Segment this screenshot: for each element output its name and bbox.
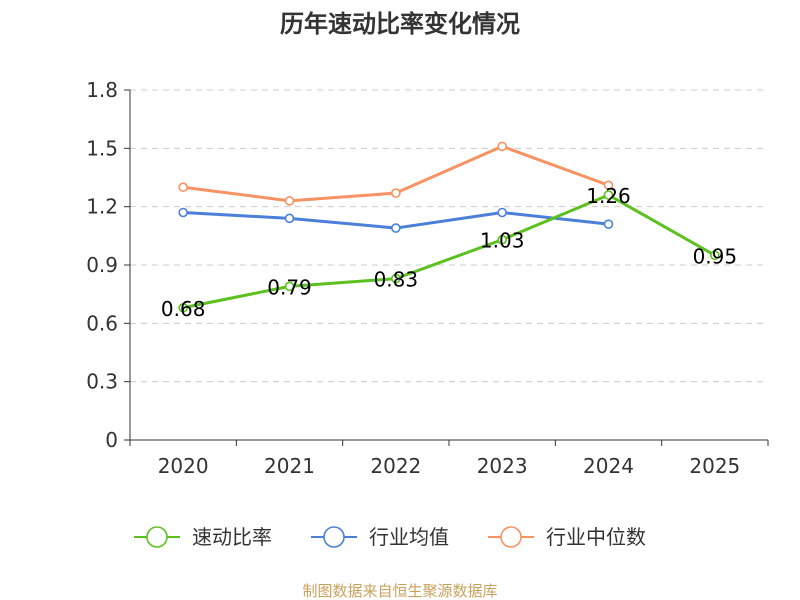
legend-marker <box>146 526 168 548</box>
source-note: 制图数据来自恒生聚源数据库 <box>302 582 497 600</box>
data-point <box>497 207 507 218</box>
x-tick-label: 2020 <box>158 454 209 478</box>
legend-label: 行业均值 <box>369 525 449 549</box>
data-point <box>497 141 507 152</box>
data-point <box>284 281 295 292</box>
x-tick-label: 2025 <box>689 454 740 478</box>
legend-marker <box>500 526 522 548</box>
data-point <box>710 250 720 261</box>
series-layer <box>178 141 720 313</box>
gridlines <box>130 89 768 383</box>
y-tick-label: 1.2 <box>86 195 118 219</box>
series-行业均值 <box>178 207 614 233</box>
data-point <box>391 223 401 233</box>
data-label: 0.83 <box>374 268 419 292</box>
data-label: 1.03 <box>480 229 525 253</box>
chart-title: 历年速动比率变化情况 <box>280 10 520 38</box>
data-point <box>284 213 295 224</box>
data-point <box>178 207 188 218</box>
y-tick-label: 1.8 <box>86 78 118 102</box>
data-label: 0.68 <box>161 297 206 321</box>
legend-marker <box>323 526 345 548</box>
legend: 速动比率 行业均值 行业中位数 <box>134 525 646 549</box>
legend-item[interactable]: 速动比率 <box>134 525 272 549</box>
y-tick-label: 0.6 <box>86 311 118 335</box>
data-labels: 0.68 0.79 0.83 1.03 1.26 0.95 <box>161 184 737 321</box>
x-tick-label: 2024 <box>583 454 634 478</box>
data-point <box>603 190 614 200</box>
series-line <box>182 193 716 310</box>
data-label: 0.79 <box>267 275 312 299</box>
y-tick-label: 0.9 <box>86 253 118 277</box>
data-label: 1.26 <box>586 184 631 208</box>
data-point <box>178 302 188 313</box>
y-tick-label: 0.3 <box>86 370 118 394</box>
series-行业中位数 <box>178 141 614 206</box>
data-point <box>497 234 507 245</box>
series-速动比率 <box>178 190 720 313</box>
y-tick-label: 0 <box>105 428 118 452</box>
y-tick-label: 1.5 <box>86 136 118 160</box>
data-point <box>391 273 401 284</box>
data-point <box>603 180 614 191</box>
x-tick-label: 2023 <box>477 454 528 478</box>
legend-label: 速动比率 <box>192 525 272 549</box>
x-tick-label: 2022 <box>370 454 421 478</box>
data-point <box>391 188 401 198</box>
axes: 0 0.3 0.6 0.9 1.2 1.5 1.8 2020 2021 2022 2023 2024 2… <box>86 78 769 478</box>
data-point <box>603 219 614 229</box>
x-tick-label: 2021 <box>264 454 315 478</box>
legend-item[interactable]: 行业均值 <box>311 525 449 549</box>
data-point <box>284 196 295 206</box>
legend-item[interactable]: 行业中位数 <box>488 525 646 549</box>
legend-label: 行业中位数 <box>546 525 646 549</box>
data-label: 0.95 <box>693 244 738 268</box>
data-point <box>178 182 188 193</box>
